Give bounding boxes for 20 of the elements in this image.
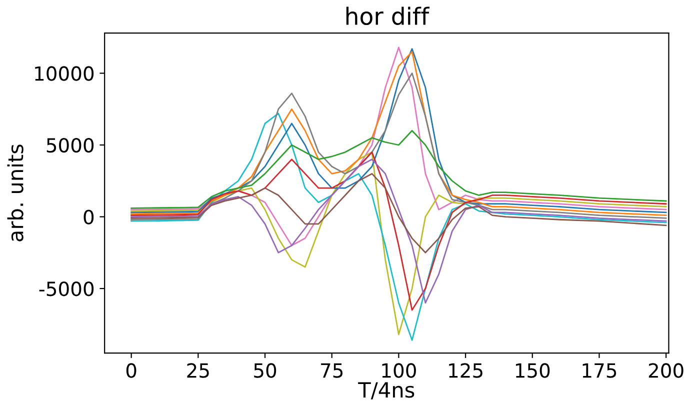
x-tick-label: 125 <box>449 363 482 378</box>
y-tick-label: 10000 <box>35 66 94 81</box>
y-tick-label: 0 <box>84 210 94 224</box>
y-axis-title: arb. units <box>7 144 24 242</box>
x-tick-label: 200 <box>648 363 684 378</box>
x-tick-label: 75 <box>321 363 343 378</box>
x-tick-label: 0 <box>126 363 136 378</box>
y-tick-label: 5000 <box>46 138 94 153</box>
x-tick-label: 150 <box>516 363 550 378</box>
line-series <box>130 72 667 220</box>
line-series <box>130 130 667 209</box>
line-series <box>130 173 667 254</box>
x-tick-label: 25 <box>187 363 209 378</box>
x-tick-label: 100 <box>382 363 416 378</box>
x-tick-label: 50 <box>254 363 276 378</box>
x-axis-title: T/4ns <box>358 382 414 400</box>
x-tick-label: 175 <box>582 363 616 378</box>
chart-title: hor diff <box>346 6 430 26</box>
line-series <box>130 112 667 341</box>
y-tick-label: -5000 <box>39 281 94 296</box>
